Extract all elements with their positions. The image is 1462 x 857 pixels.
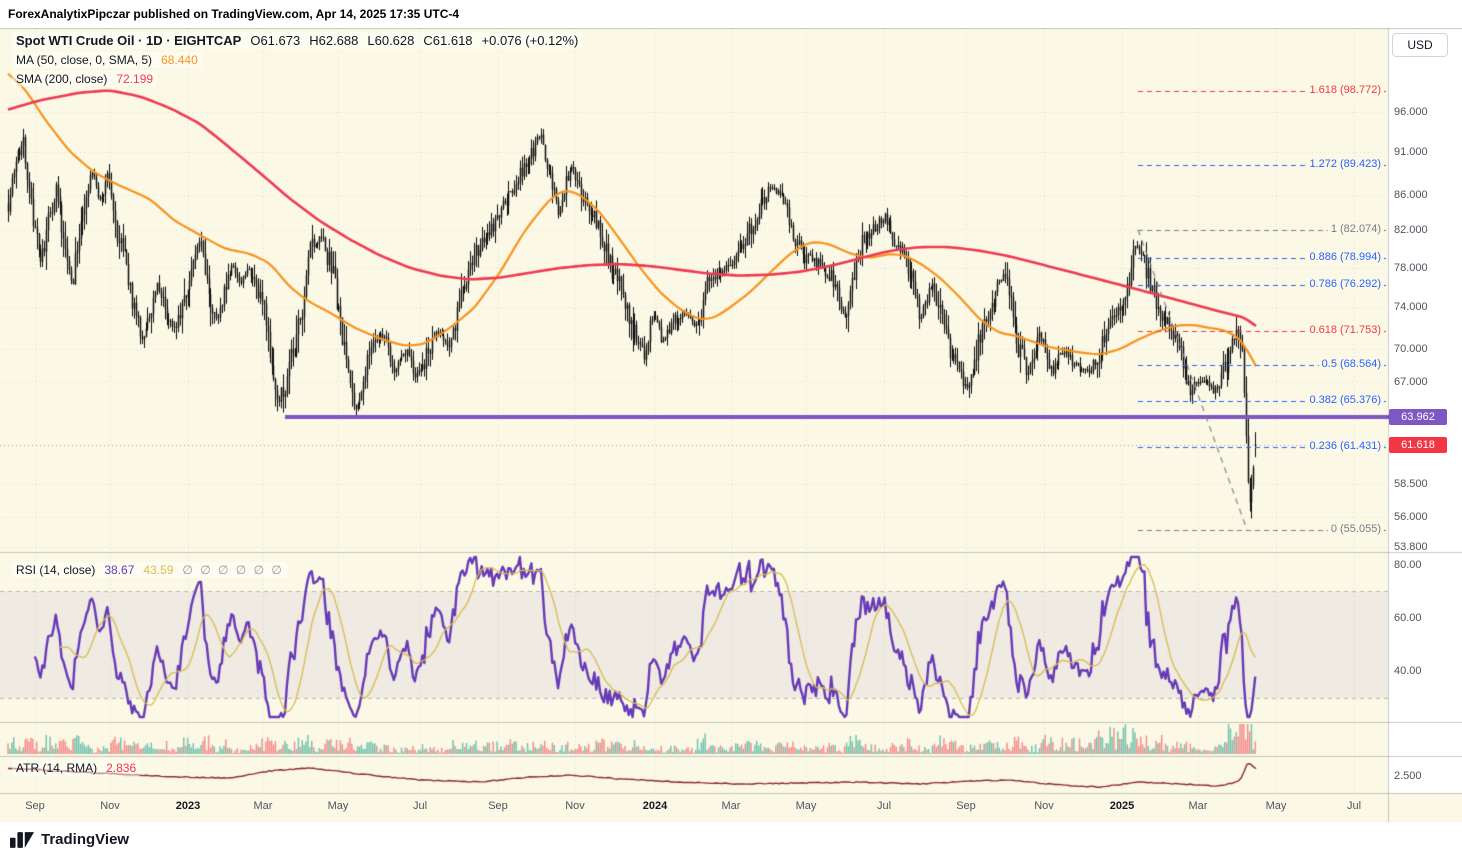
price-change: +0.076 (+0.12%) [481,33,579,48]
rsi-tick-label: 80.00 [1394,558,1422,571]
time-axis-label: May [1265,800,1287,812]
time-axis-label: 2023 [175,800,201,812]
time-axis-label: Nov [1034,800,1054,812]
atr-value: 2.836 [106,761,137,775]
fib-level-label: 0.5 (68.564) [1318,357,1384,371]
price-tick-label: 96.000 [1394,105,1428,118]
time-axis-label: Sep [25,800,45,812]
price-tick-label: 70.000 [1394,343,1428,356]
time-axis-label: Sep [956,800,976,812]
ohlc-close: C61.618 [423,33,473,48]
time-axis-label: May [795,800,817,812]
time-axis-label: Jul [412,800,428,812]
ohlc-low: L60.628 [367,33,415,48]
atr-legend-row[interactable]: ATR (14, RMA) 2.836 [12,760,141,776]
rsi-tick-label: 40.00 [1394,665,1422,678]
atr-tick-label: 2.500 [1394,770,1422,782]
currency-button[interactable]: USD [1392,33,1448,57]
rsi-value-1: 38.67 [104,563,135,577]
atr-label: ATR (14, RMA) [16,761,98,775]
fib-level-label: 0 (55.055) [1327,522,1384,536]
tradingview-brand[interactable]: TradingView [41,831,130,848]
support-price-badge: 63.962 [1389,409,1447,425]
sma200-value: 72.199 [116,72,154,86]
time-axis-label: Mar [1188,800,1208,812]
footer-bar: TradingView [0,822,1462,857]
fib-level-label: 1 (82.074) [1327,222,1384,236]
price-tick-label: 67.000 [1394,376,1428,389]
fib-level-label: 0.786 (76.292) [1306,277,1384,291]
time-axis-label: Sep [488,800,508,812]
rsi-label: RSI (14, close) [16,563,96,577]
time-axis-label: May [327,800,349,812]
sma200-label: SMA (200, close) [16,72,108,86]
price-tick-label: 78.000 [1394,261,1428,274]
price-tick-label: 74.000 [1394,301,1428,314]
rsi-tick-label: 60.00 [1394,612,1422,624]
attribution-bar: ForexAnalytixPipczar published on Tradin… [0,0,1462,28]
fib-level-label: 0.886 (78.994) [1306,251,1384,265]
time-axis-label: Nov [100,800,120,812]
rsi-legend-row[interactable]: RSI (14, close) 38.67 43.59 ∅ ∅ ∅ ∅ ∅ ∅ [12,562,288,578]
symbol-title-row[interactable]: Spot WTI Crude Oil · 1D · EIGHTCAP O61.6… [12,32,583,49]
fib-level-label: 0.382 (65.376) [1306,393,1384,407]
price-tick-label: 56.000 [1394,510,1428,523]
chart-legend: Spot WTI Crude Oil · 1D · EIGHTCAP O61.6… [12,32,583,90]
rsi-hidden-values: ∅ ∅ ∅ ∅ ∅ ∅ [182,563,284,577]
time-axis-label: Mar [721,800,741,812]
tradingview-logo[interactable] [10,831,34,848]
ma50-value: 68.440 [161,53,198,67]
fib-level-label: 0.618 (71.753) [1306,323,1384,337]
rsi-value-2: 43.59 [143,563,174,577]
price-tick-label: 86.000 [1394,188,1428,201]
ma50-legend-row[interactable]: MA (50, close, 0, SMA, 5) 68.440 [12,52,202,68]
symbol-title: Spot WTI Crude Oil · 1D · EIGHTCAP [16,33,242,48]
price-tick-label: 58.500 [1394,478,1428,491]
fib-level-label: 0.236 (61.431) [1306,440,1384,454]
fib-level-label: 1.272 (89.423) [1306,158,1384,172]
time-axis-label: 2025 [1109,800,1135,812]
last-price-badge: 61.618 [1389,437,1447,454]
time-axis-label: 2024 [642,800,668,812]
fib-level-label: 1.618 (98.772) [1306,83,1384,97]
price-tick-label: 82.000 [1394,224,1428,237]
price-tick-label: 53.800 [1394,541,1428,553]
sma200-legend-row[interactable]: SMA (200, close) 72.199 [12,71,158,87]
time-axis-label: Mar [253,800,273,812]
price-tick-label: 91.000 [1394,146,1428,159]
ohlc-high: H62.688 [309,33,359,48]
time-axis-label: Jul [876,800,892,812]
time-axis-label: Jul [1346,800,1362,812]
ma50-label: MA (50, close, 0, SMA, 5) [16,53,153,67]
time-axis-label: Nov [565,800,585,812]
attribution-text: ForexAnalytixPipczar published on Tradin… [8,7,460,21]
ohlc-open: O61.673 [250,33,301,48]
